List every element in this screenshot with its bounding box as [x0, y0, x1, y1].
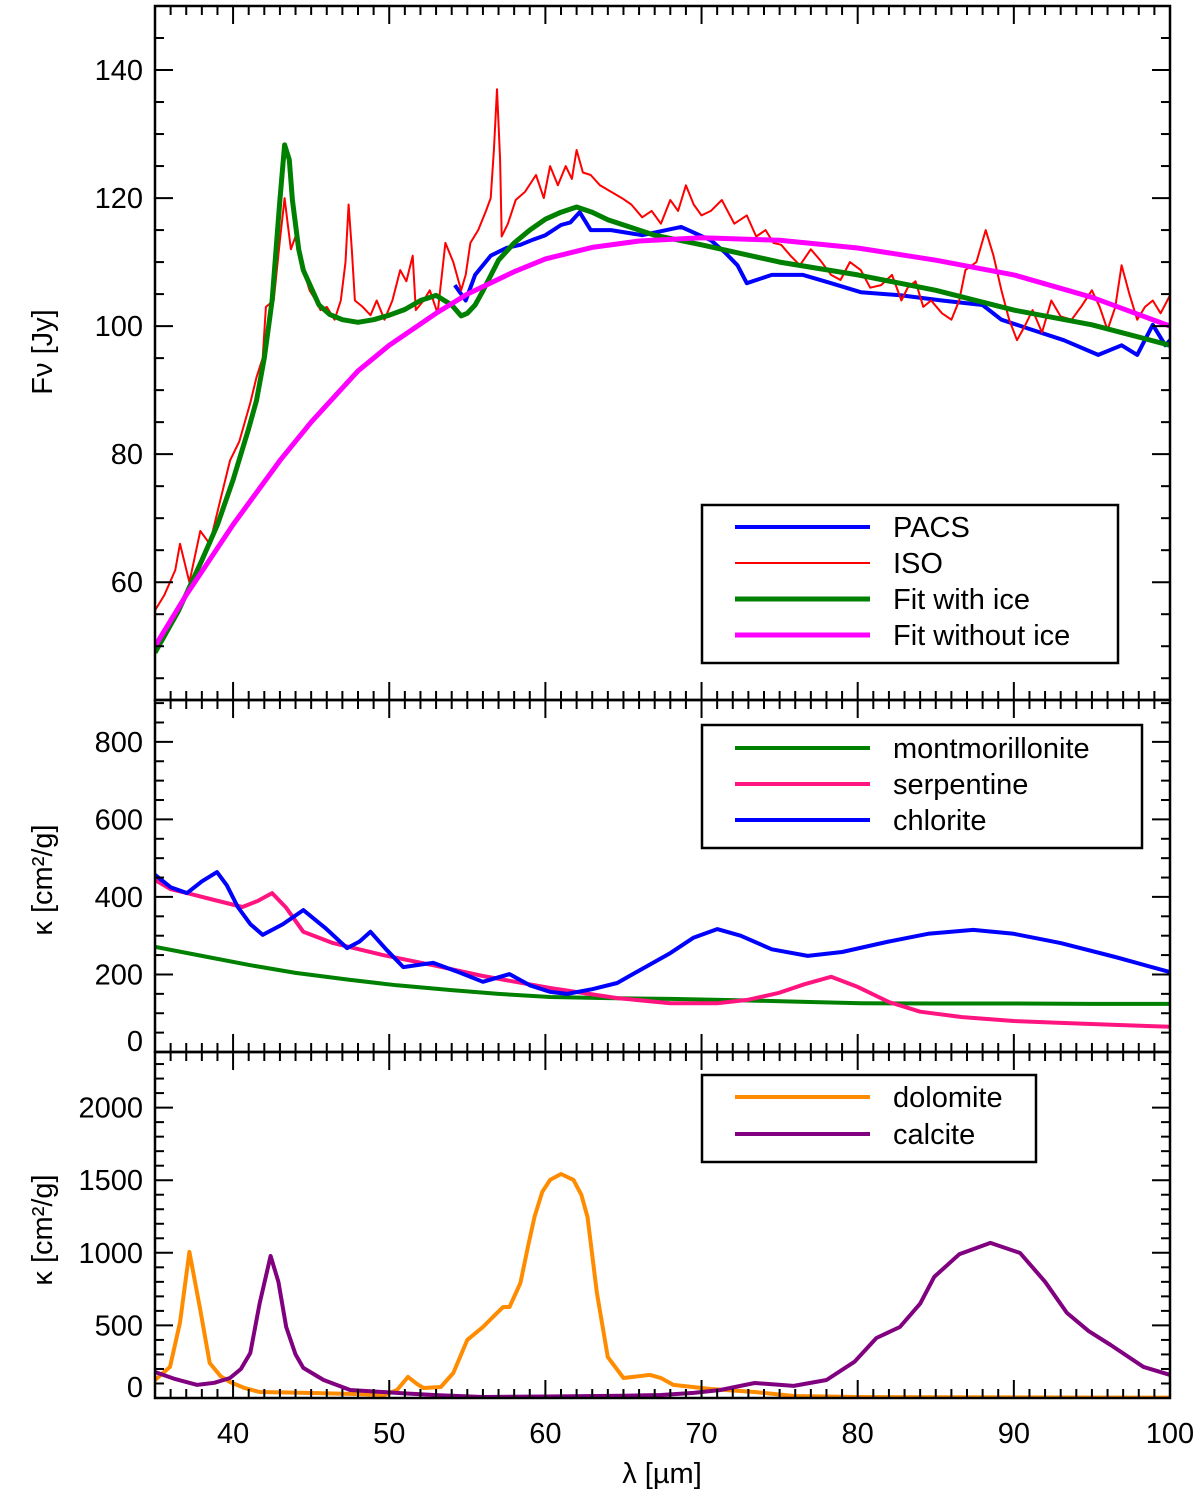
y-tick-label: 120 [95, 183, 143, 215]
y-tick-label: 0 [127, 1026, 143, 1058]
series-line-dolomite [155, 1172, 1170, 1398]
y-tick-label: 0 [127, 1372, 143, 1404]
legend-label: ISO [893, 548, 943, 580]
legend-box [700, 723, 1144, 850]
series-line-chlorite [155, 870, 1170, 996]
y-tick-label: 1500 [78, 1165, 143, 1197]
legend: dolomite calcite [700, 1073, 1038, 1164]
xlabel: λ [µm] [622, 1458, 702, 1490]
x-tick-label: 80 [842, 1418, 874, 1450]
ylabel-top: Fν [Jy] [27, 309, 59, 394]
series-line-calcite [155, 1240, 1170, 1398]
series-line-fit-with-ice [155, 142, 1170, 654]
series-line-montmorillonite [155, 944, 1170, 1006]
y-tick-label: 800 [95, 727, 143, 759]
y-tick-label: 200 [95, 959, 143, 991]
legend: montmorillonite serpentine chlorite [700, 723, 1144, 850]
ylabel-bottom: κ [cm²/g] [27, 1174, 59, 1285]
series-line-pacs [453, 210, 1170, 357]
x-tick-label: 60 [529, 1418, 561, 1450]
panel-flux-spectrum: 60 80 100 120 140 PACS ISO Fit with ice Fit with… [95, 4, 1172, 702]
legend-label: chlorite [893, 805, 987, 837]
x-tick-label: 50 [373, 1418, 405, 1450]
series-group [155, 870, 1170, 1029]
series-line-serpentine [155, 878, 1170, 1029]
series-group [155, 88, 1170, 654]
x-tick-label: 40 [217, 1418, 249, 1450]
x-tick-label: 70 [685, 1418, 717, 1450]
ylabel-middle: κ [cm²/g] [27, 824, 59, 935]
panel-phyllosilicate-opacity: 0 200 400 600 800 montmorillonite serpentine ch… [95, 698, 1172, 1058]
legend-label: serpentine [893, 769, 1028, 801]
legend-label: Fit without ice [893, 620, 1070, 652]
legend-label: montmorillonite [893, 733, 1090, 765]
legend-label: dolomite [893, 1082, 1003, 1114]
y-tick-label: 100 [95, 311, 143, 343]
series-group [155, 1172, 1170, 1398]
y-tick-label: 500 [95, 1310, 143, 1342]
y-tick-label: 2000 [78, 1093, 143, 1125]
series-line-fit-without-ice [155, 235, 1170, 648]
legend: PACS ISO Fit with ice Fit without ice [700, 503, 1120, 665]
y-tick-label: 1000 [78, 1238, 143, 1270]
y-tick-label: 60 [111, 567, 143, 599]
panel-carbonate-opacity: 0 500 1000 1500 2000 dolomite calcite 40 50 60 70 8… [78, 1050, 1194, 1450]
legend-label: calcite [893, 1119, 975, 1151]
y-tick-label: 80 [111, 439, 143, 471]
legend-box [700, 1073, 1038, 1164]
x-tick-label: 100 [1146, 1418, 1194, 1450]
x-tick-label: 90 [998, 1418, 1030, 1450]
y-tick-label: 400 [95, 882, 143, 914]
y-tick-label: 140 [95, 55, 143, 87]
legend-label: PACS [893, 512, 970, 544]
y-tick-label: 600 [95, 804, 143, 836]
legend-label: Fit with ice [893, 584, 1030, 616]
axes-frame [153, 1050, 1172, 1400]
